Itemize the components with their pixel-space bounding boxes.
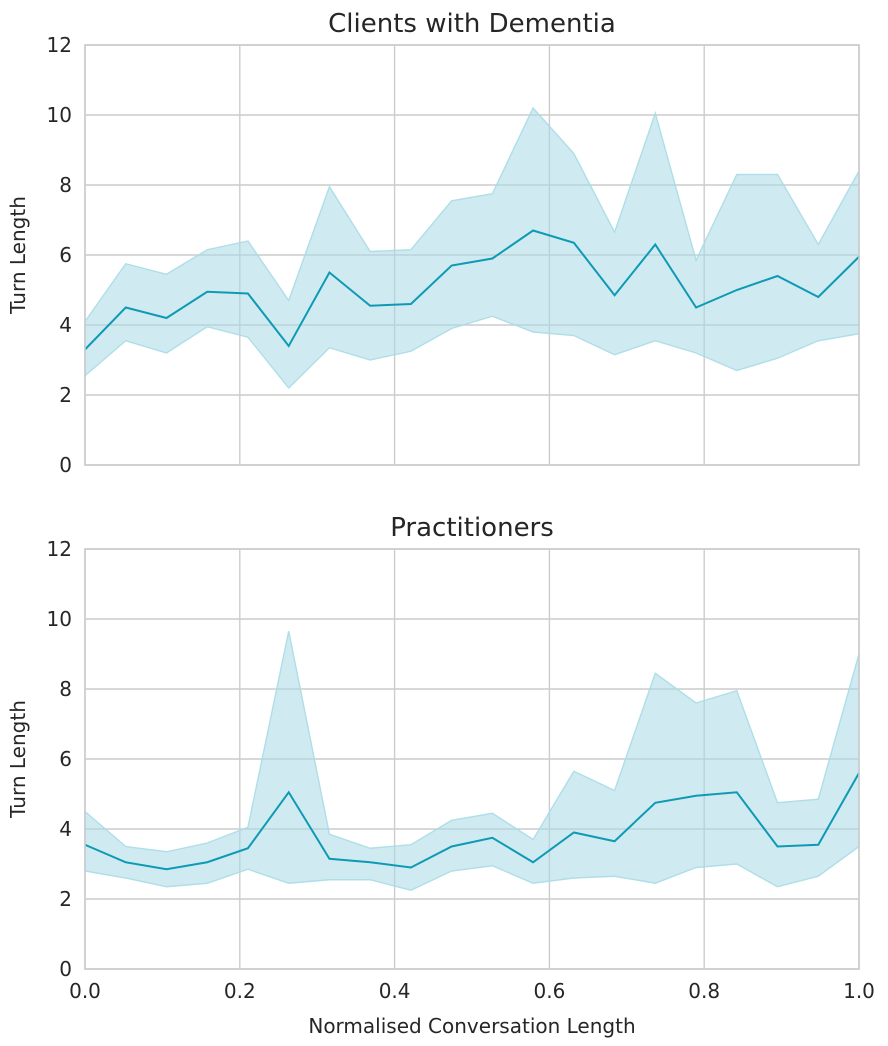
y-tick-label: 10 xyxy=(47,103,72,127)
confidence-band xyxy=(84,631,860,891)
y-tick-label: 2 xyxy=(59,383,72,407)
x-tick-label: 0.6 xyxy=(533,979,565,1003)
y-tick-label: 12 xyxy=(47,537,72,561)
chart-panel-2: Practitioners 0 2 4 6 8 10 12 0.0 0.2 0.4 0.6 0.8 1.0… xyxy=(6,513,875,1038)
y-tick-label: 0 xyxy=(59,453,72,477)
series-line xyxy=(84,229,860,351)
chart-title: Practitioners xyxy=(390,513,554,543)
series-line xyxy=(84,772,860,871)
y-tick-label: 4 xyxy=(59,817,72,841)
confidence-band xyxy=(84,106,860,390)
y-axis-label: Turn Length xyxy=(6,700,30,819)
y-tick-label: 10 xyxy=(47,607,72,631)
y-tick-label: 8 xyxy=(59,677,72,701)
x-tick-label: 1.0 xyxy=(843,979,875,1003)
y-tick-label: 8 xyxy=(59,173,72,197)
y-tick-label: 6 xyxy=(59,747,72,771)
y-tick-label: 4 xyxy=(59,313,72,337)
x-tick-label: 0.2 xyxy=(224,979,256,1003)
x-axis-label: Normalised Conversation Length xyxy=(308,1014,635,1038)
x-tick-label: 0.8 xyxy=(688,979,720,1003)
plot-frame xyxy=(84,548,860,970)
y-tick-label: 2 xyxy=(59,887,72,911)
y-tick-label: 6 xyxy=(59,243,72,267)
y-axis-label: Turn Length xyxy=(6,196,30,315)
y-tick-label: 12 xyxy=(47,33,72,57)
chart-panel-1: Clients with Dementia 0 2 4 6 8 10 12 Turn Lengt… xyxy=(6,9,860,477)
y-tick-label: 0 xyxy=(59,957,72,981)
x-tick-label: 0.4 xyxy=(379,979,411,1003)
x-tick-label: 0.0 xyxy=(69,979,101,1003)
plot-frame xyxy=(84,44,860,466)
chart-title: Clients with Dementia xyxy=(328,9,616,39)
